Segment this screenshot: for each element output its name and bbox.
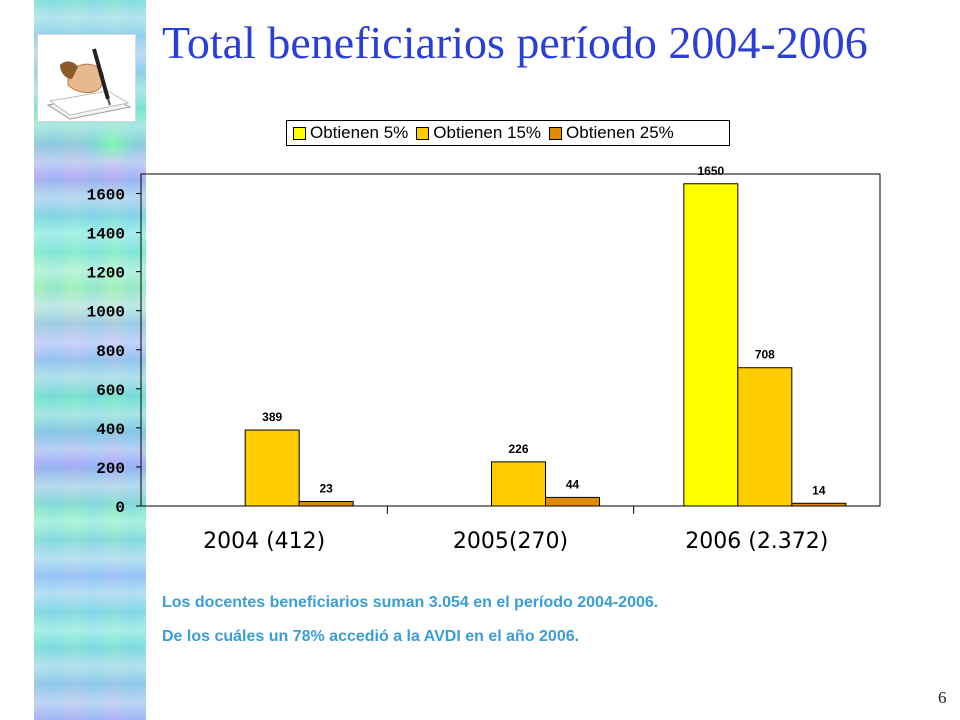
caption-line-2: De los cuáles un 78% accedió a la AVDI e… (162, 628, 580, 645)
y-tick-label: 600 (96, 382, 125, 400)
data-label: 708 (755, 348, 775, 362)
data-label: 23 (319, 482, 333, 496)
data-label: 14 (812, 483, 826, 497)
legend-item-25: Obtienen 25% (549, 123, 674, 143)
data-label: 44 (566, 477, 580, 491)
slide-title: Total beneficiarios período 2004-2006 (162, 17, 868, 68)
y-tick-label: 1000 (87, 304, 125, 322)
x-tick-label: 2005(270) (453, 529, 568, 554)
y-tick-label: 1200 (87, 265, 125, 283)
y-tick-label: 1400 (87, 226, 125, 244)
y-tick-label: 800 (96, 343, 125, 361)
y-tick-label: 200 (96, 460, 125, 478)
legend-label-15: Obtienen 15% (433, 123, 542, 142)
x-tick-label: 2004 (412) (203, 529, 325, 554)
bar (737, 367, 793, 507)
data-label: 226 (508, 442, 528, 456)
bar (491, 461, 546, 507)
caption-line-1: Los docentes beneficiarios suman 3.054 e… (162, 594, 659, 611)
bar (683, 183, 739, 507)
legend-label-25: Obtienen 25% (566, 123, 674, 142)
chart-legend: Obtienen 5% Obtienen 15% Obtienen 25% (286, 120, 730, 146)
legend-label-5: Obtienen 5% (310, 123, 409, 142)
y-tick-label: 400 (96, 421, 125, 439)
y-tick-label: 0 (115, 499, 125, 517)
bar (298, 501, 354, 507)
legend-item-15: Obtienen 15% (416, 123, 541, 143)
bar (791, 502, 847, 507)
data-label: 1650 (697, 164, 724, 178)
bar (545, 496, 600, 507)
data-label: 389 (262, 410, 282, 424)
legend-swatch-25 (549, 126, 563, 140)
y-tick-label: 1600 (87, 187, 125, 205)
hand-writing-icon (37, 34, 136, 122)
legend-swatch-15 (416, 126, 430, 140)
bar (244, 429, 300, 507)
legend-swatch-5 (293, 126, 306, 140)
legend-item-5: Obtienen 5% (293, 123, 408, 143)
x-tick-label: 2006 (2.372) (685, 529, 828, 554)
slide-number: 6 (938, 688, 947, 707)
